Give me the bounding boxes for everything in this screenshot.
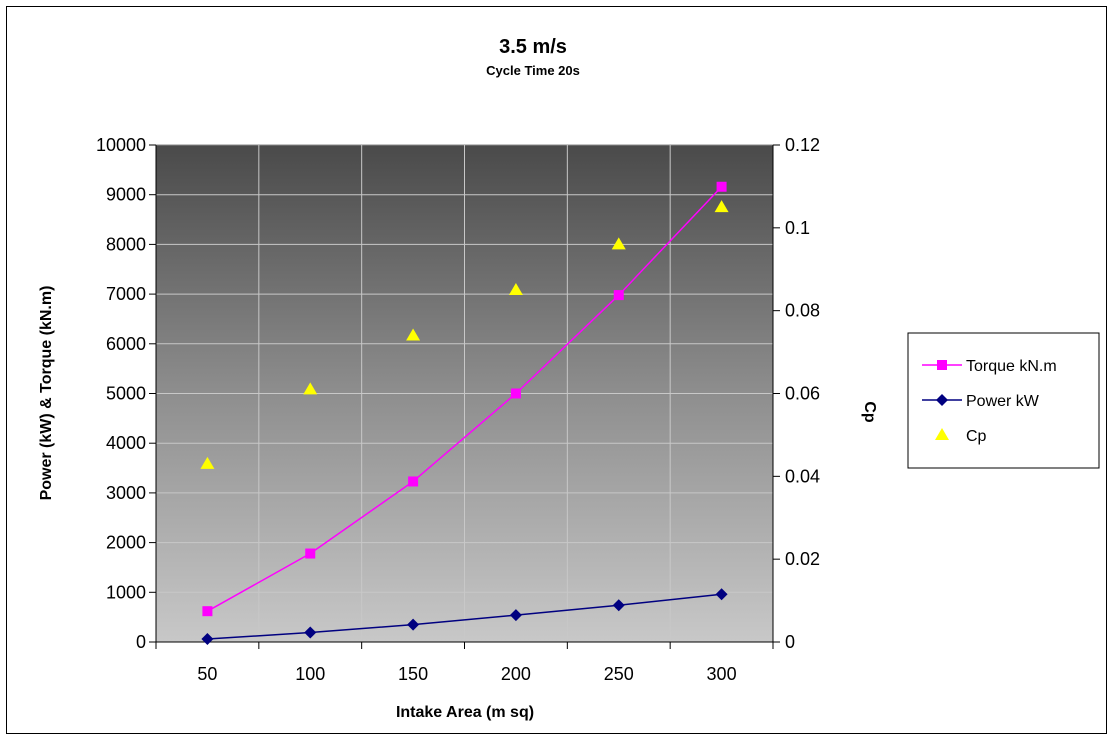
y-tick-label: 6000 (106, 334, 146, 354)
power-kw-point (715, 588, 728, 601)
chart-title: 3.5 m/s (499, 36, 567, 58)
power-kw-point (509, 609, 522, 622)
legend-cp-marker (935, 428, 949, 440)
torque-kn-m-point (510, 388, 521, 399)
y2-tick-label: 0.06 (785, 384, 820, 404)
chart-svg: 3.5 m/s Cycle Time 20s 01000200030004000… (38, 36, 1100, 721)
chart-subtitle: Cycle Time 20s (486, 63, 580, 78)
y-tick-label: 1000 (106, 582, 146, 602)
y2-tick-label: 0.04 (785, 466, 820, 486)
y2-tick-label: 0.12 (785, 135, 820, 155)
torque-kn-m-point (613, 290, 624, 301)
y-tick-label: 0 (136, 632, 146, 652)
y2-axis-title: Cp (861, 401, 878, 423)
y2-tick-label: 0.02 (785, 549, 820, 569)
cp-point (714, 200, 729, 213)
torque-kn-m-point (305, 548, 316, 559)
torque-kn-m-point (202, 606, 213, 617)
x-tick-label: 100 (295, 664, 325, 684)
y-tick-label: 7000 (106, 284, 146, 304)
series-layer (200, 181, 729, 646)
x-tick-label: 150 (398, 664, 428, 684)
torque-kn-m-point (716, 181, 727, 192)
axes: 0100020003000400050006000700080009000100… (96, 135, 820, 684)
legend-power-kw-marker (936, 394, 948, 406)
power-kw-point (407, 618, 420, 631)
legend-cp-label: Cp (966, 428, 987, 445)
x-axis-title: Intake Area (m sq) (396, 704, 534, 721)
y-tick-label: 10000 (96, 135, 146, 155)
x-tick-label: 300 (707, 664, 737, 684)
cp-point (611, 237, 626, 250)
y2-tick-label: 0.08 (785, 301, 820, 321)
power-kw-point (612, 599, 625, 612)
y2-tick-label: 0 (785, 632, 795, 652)
grid-lines (156, 145, 773, 642)
y-tick-label: 9000 (106, 185, 146, 205)
cp-point (303, 382, 318, 395)
y-tick-label: 5000 (106, 384, 146, 404)
y-tick-label: 4000 (106, 433, 146, 453)
power-kw-point (201, 633, 214, 646)
power-kw-line (207, 593, 722, 640)
y-tick-label: 3000 (106, 483, 146, 503)
cp-point (200, 456, 215, 469)
x-tick-label: 250 (604, 664, 634, 684)
power-kw-point (304, 626, 317, 639)
chart-frame: 3.5 m/s Cycle Time 20s 0 1000 2000 3000 4000… (6, 6, 1107, 734)
legend-torque-kn-m-label: Torque kN.m (966, 358, 1057, 375)
torque-kn-m-point (408, 476, 419, 487)
cp-point (406, 328, 421, 341)
torque-kn-m-line (207, 186, 723, 612)
y-axis-title: Power (kW) & Torque (kN.m) (38, 286, 55, 501)
y2-tick-label: 0.1 (785, 218, 810, 238)
x-tick-label: 200 (501, 664, 531, 684)
legend-torque-kn-m-marker (937, 360, 947, 370)
legend: Torque kN.m Power kW Cp (907, 332, 1100, 469)
y-tick-label: 2000 (106, 533, 146, 553)
cp-point (508, 282, 523, 295)
x-tick-label: 50 (197, 664, 217, 684)
y-tick-label: 8000 (106, 234, 146, 254)
legend-power-kw-label: Power kW (966, 393, 1040, 410)
